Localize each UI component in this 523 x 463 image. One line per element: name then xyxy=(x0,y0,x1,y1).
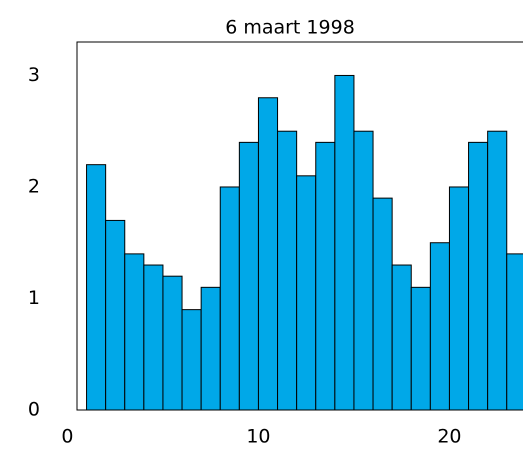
bar xyxy=(181,309,202,411)
bar xyxy=(296,175,317,411)
bar xyxy=(468,141,489,411)
bar xyxy=(315,141,336,411)
x-tick-label: 20 xyxy=(437,426,461,448)
bar xyxy=(105,219,126,411)
bar xyxy=(429,242,450,411)
bar xyxy=(277,130,298,411)
bar xyxy=(86,164,107,411)
bar xyxy=(487,130,508,411)
bar xyxy=(238,141,259,411)
bar xyxy=(448,186,470,411)
bar xyxy=(410,286,431,411)
chart-title: 6 maart 1998 xyxy=(225,17,355,39)
x-tick-label: 10 xyxy=(246,426,270,448)
bar xyxy=(353,130,374,411)
bar xyxy=(143,264,164,411)
bar xyxy=(257,97,279,411)
y-tick-label: 0 xyxy=(28,399,40,421)
bar xyxy=(124,253,145,411)
bar xyxy=(506,253,523,411)
y-tick-label: 3 xyxy=(28,64,40,86)
bar xyxy=(391,264,412,411)
bar xyxy=(372,197,393,411)
y-tick-label: 1 xyxy=(28,287,40,309)
y-tick-label: 2 xyxy=(28,175,40,197)
bar xyxy=(219,186,240,411)
x-tick-label: 0 xyxy=(61,426,73,448)
bar xyxy=(334,74,355,411)
bar xyxy=(162,275,183,411)
bar xyxy=(200,286,221,411)
